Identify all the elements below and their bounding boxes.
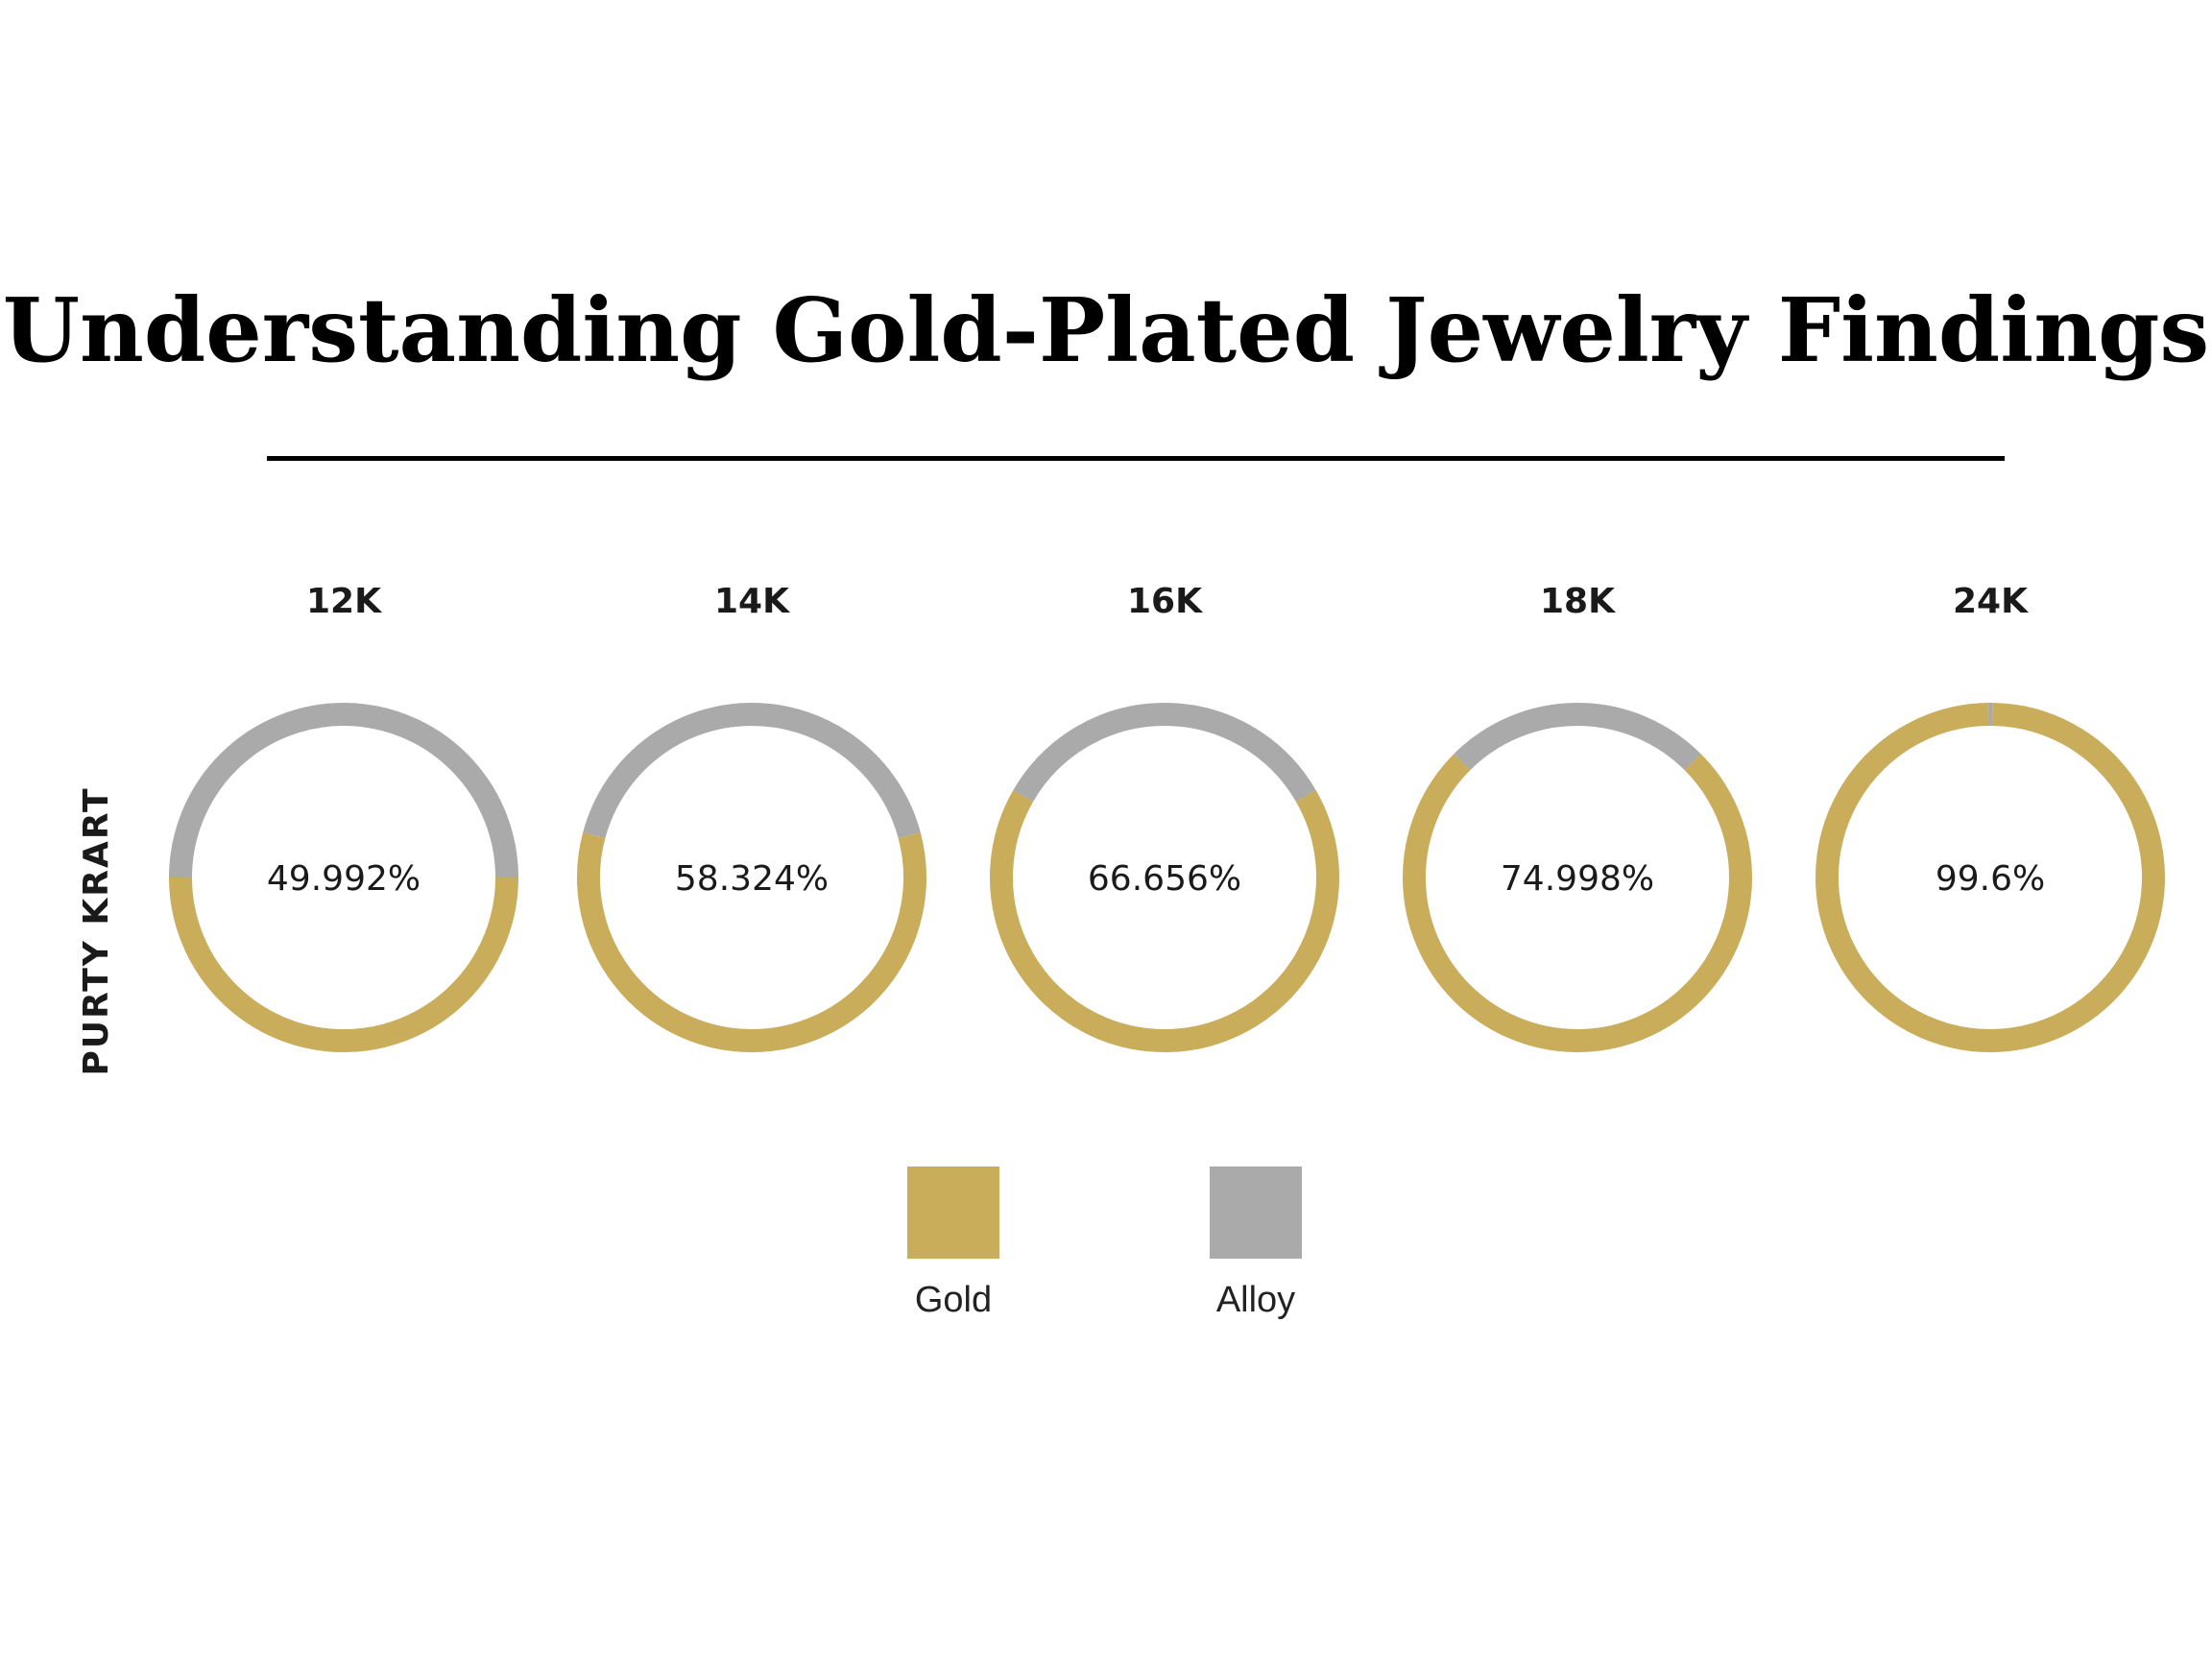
legend-swatch-alloy: [1210, 1166, 1302, 1259]
legend-item-gold: Gold: [886, 1166, 1021, 1321]
donut-18k: 18K 74.998%: [1403, 582, 1752, 1052]
donut-group: 12K 49.992% 14K 58.324% 16K 66.656% 18K 74.998%…: [169, 582, 2165, 1053]
legend-label-gold: Gold: [914, 1280, 993, 1320]
title-divider: [267, 456, 2005, 461]
arc-gold-16k: [990, 790, 1339, 1052]
karat-label-24k: 24K: [1953, 582, 2029, 621]
donut-16k: 16K 66.656%: [990, 582, 1339, 1052]
donut-14k: 14K 58.324%: [577, 582, 926, 1052]
purity-label-12k: 49.992%: [267, 859, 421, 899]
karat-label-18k: 18K: [1540, 582, 1616, 621]
purity-label-18k: 74.998%: [1501, 859, 1654, 899]
legend-item-alloy: Alloy: [1189, 1166, 1323, 1321]
donut-24k: 24K 99.6%: [1815, 582, 2165, 1052]
purity-label-16k: 66.656%: [1088, 859, 1241, 899]
purity-label-24k: 99.6%: [1936, 859, 2045, 899]
purity-label-14k: 58.324%: [675, 859, 829, 899]
karat-label-16k: 16K: [1127, 582, 1203, 621]
arc-alloy-16k: [1013, 703, 1316, 803]
arc-alloy-14k: [583, 703, 921, 839]
arc-gold-18k: [1403, 754, 1752, 1052]
legend-swatch-gold: [907, 1166, 999, 1259]
y-axis-label: PURTY KRART: [77, 786, 116, 1075]
arc-gold-14k: [577, 831, 926, 1052]
donut-12k: 12K 49.992%: [169, 582, 518, 1053]
arc-alloy-12k: [169, 703, 518, 878]
legend-label-alloy: Alloy: [1215, 1280, 1296, 1320]
arc-gold-12k: [169, 878, 518, 1053]
page-title: Understanding Gold-Plated Jewelry Findin…: [2, 278, 2210, 382]
karat-label-12k: 12K: [306, 582, 382, 621]
arc-alloy-18k: [1454, 703, 1701, 771]
arc-gold-24k: [1815, 703, 2165, 1052]
karat-label-14k: 14K: [714, 582, 790, 621]
